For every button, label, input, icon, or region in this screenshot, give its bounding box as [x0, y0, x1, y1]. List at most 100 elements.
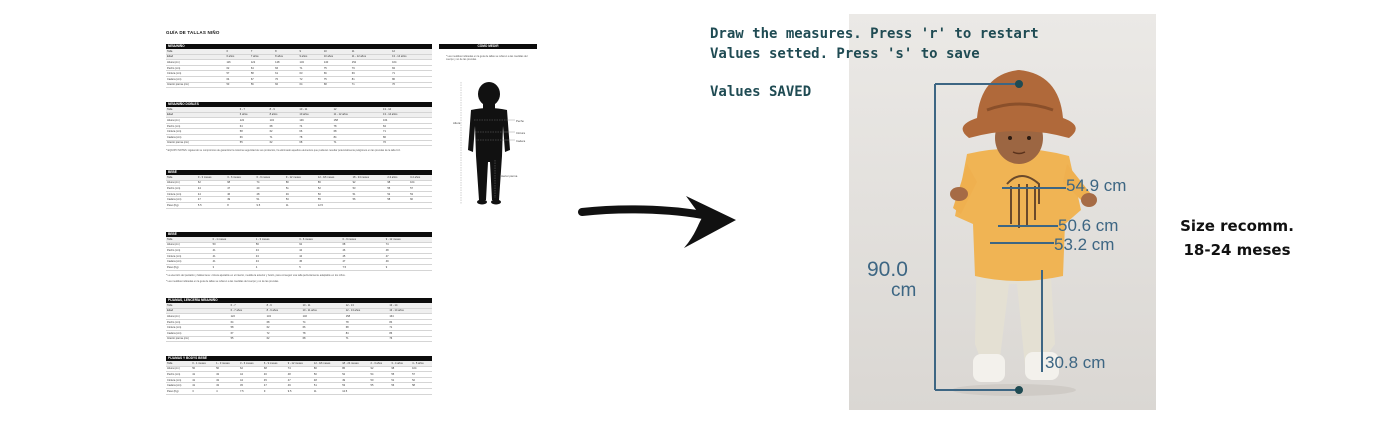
table-cell: 48: [255, 191, 285, 198]
table-cell: 158: [332, 117, 382, 124]
table-cell: 45: [239, 382, 263, 389]
table-cell: 67: [249, 76, 275, 83]
table-cell: 146: [298, 117, 333, 124]
table-cell: 74: [286, 366, 313, 373]
table-cell: 6 - 9 meses: [341, 237, 385, 243]
table-cell: Cadera (cm): [166, 76, 226, 83]
table-cell: 81: [350, 76, 392, 83]
table-cell: 76: [382, 140, 432, 147]
table-cell: 86: [391, 76, 432, 83]
table-cell: 55: [316, 196, 352, 203]
table-cell: 43: [215, 382, 239, 389]
table-cell: 70: [274, 76, 299, 83]
child-photo[interactable]: [849, 14, 1156, 410]
table-cell: 104: [409, 180, 432, 187]
table-cell: 76: [391, 82, 432, 89]
table-cell: 68: [301, 336, 345, 343]
table-cell: 152: [350, 59, 392, 66]
table-row: Altura (cm) 62 68 74 80 86 92 98 104: [166, 180, 432, 187]
table-cell: 8 - 9: [265, 303, 302, 309]
table-cell: 51: [312, 382, 342, 389]
table-cell: Talla: [166, 303, 230, 309]
table-cell: 3: [211, 264, 255, 271]
table-cell: 122: [229, 313, 266, 320]
table-cell: 64: [298, 82, 323, 89]
table-cell: 78: [301, 330, 345, 337]
table-cell: 54: [369, 371, 391, 378]
table-cell: 67: [229, 330, 266, 337]
table-cell: 44: [239, 371, 263, 378]
table-cell: 49: [284, 191, 317, 198]
table-cell: 12.5: [341, 388, 370, 395]
table-cell: 60: [409, 196, 432, 203]
table-cell: Altura (cm): [166, 180, 197, 187]
table-cell: 7: [249, 49, 275, 55]
table-cell: Talla: [166, 237, 212, 243]
table-cell: 47: [341, 258, 385, 265]
table-cell: 62: [268, 128, 299, 135]
table-cell: 68: [268, 123, 299, 130]
table-cell: 64: [238, 123, 269, 130]
table-cell: Cadera (cm): [166, 382, 192, 389]
table-cell: Interior pierna (cm): [166, 336, 230, 343]
table-cell: 43: [215, 371, 239, 378]
table-cell: 4: [215, 388, 239, 395]
size-chart-note: * La elección del pantalón y faldas tien…: [166, 273, 346, 277]
table-cell: 71: [382, 128, 432, 135]
table-cell: 71: [298, 65, 323, 72]
table-cell: 66: [301, 324, 345, 331]
table-cell: 64: [229, 319, 266, 326]
table-row: Cadera (cm) 47 49 51 53 55 56 58 60: [166, 196, 432, 203]
child-illustration: [849, 14, 1156, 410]
table-cell: 7.5: [239, 388, 263, 395]
table-cell: 84: [391, 65, 432, 72]
table-cell: 53: [409, 191, 432, 198]
table-cell: 72: [298, 76, 323, 83]
table-cell: 49: [226, 196, 256, 203]
table-cell: Cadera (cm): [166, 330, 230, 337]
table-cell: 84: [382, 123, 432, 130]
label-height: Altura: [453, 121, 461, 125]
table-cell: 66: [238, 134, 269, 141]
table-cell: 49: [286, 382, 313, 389]
table-cell: 13 - 14 años: [382, 112, 432, 119]
table-cell: 47: [262, 382, 287, 389]
table-cell: Cadera (cm): [166, 134, 239, 141]
table-cell: 3 - 6 meses: [239, 361, 263, 367]
table-cell: 2-3 años: [386, 175, 410, 181]
table-cell: Talla: [166, 49, 226, 55]
table-cell: Interior pierna (cm): [166, 82, 226, 89]
label-hip: Cadera: [516, 139, 526, 143]
table-row: Cadera (cm) 64 67 70 72 75 81 86: [166, 76, 432, 83]
table-cell: 63: [298, 70, 323, 77]
table-cell: Edad: [166, 112, 239, 119]
table-cell: 51: [255, 196, 285, 203]
size-table: Talla 6 7 8 9 10 11 12 Edad 6 años 7 años 8 años 9 a…: [166, 49, 432, 89]
table-cell: 47: [226, 185, 256, 192]
table-cell: 74: [301, 319, 345, 326]
table-cell: 134: [265, 313, 302, 320]
size-table-heading: PIJAMAS, LENCERÍA NIÑA/NIÑO: [166, 298, 432, 303]
table-cell: 4 - 5 años: [411, 361, 432, 367]
table-cell: 0 - 1 meses: [211, 237, 255, 243]
table-cell: 43: [254, 247, 299, 254]
table-cell: 58: [238, 128, 269, 135]
table-cell: 47: [286, 377, 313, 384]
table-cell: 164: [382, 117, 432, 124]
table-row: Interior pierna (cm) 55 62 68 71 76: [166, 336, 432, 343]
table-row: Pecho (cm) 44 47 49 51 52 53 55 57: [166, 185, 432, 192]
table-cell: 6 años: [225, 54, 250, 61]
table-cell: 53: [284, 196, 317, 203]
table-row: Altura (cm) 50 56 62 68 74 80 86 92 98 104: [166, 366, 432, 373]
table-cell: 78: [298, 134, 333, 141]
table-cell: 6: [225, 49, 250, 55]
size-table: Talla 0 - 3 meses 3 - 6 meses 6 - 9 meses 9 …: [166, 175, 432, 209]
table-cell: 18 - 24 meses: [351, 175, 387, 181]
table-cell: Altura (cm): [166, 117, 239, 124]
table-cell: 62: [298, 242, 342, 249]
table-cell: 10 años: [298, 112, 333, 119]
table-cell: 60: [274, 82, 299, 89]
table-cell: Cintura (cm): [166, 128, 239, 135]
